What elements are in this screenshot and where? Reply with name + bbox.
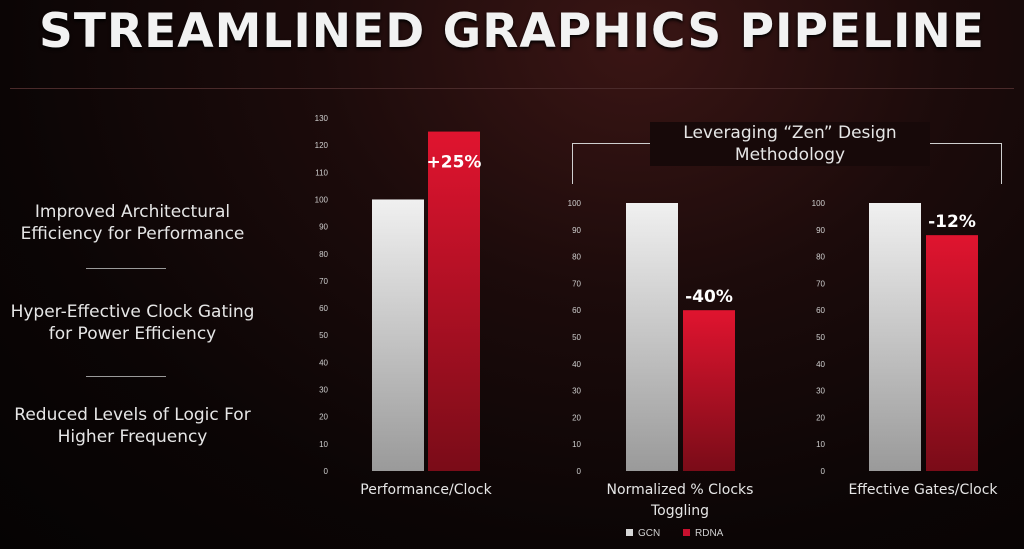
legend-swatch-rdna — [683, 529, 690, 536]
feature-divider — [86, 268, 166, 269]
feature-reduced-logic: Reduced Levels of Logic For Higher Frequ… — [14, 405, 251, 447]
y-tick-label: 40 — [572, 360, 581, 369]
y-tick-label: 50 — [816, 333, 825, 342]
y-tick-label: 10 — [572, 440, 581, 449]
data-label: -12% — [928, 212, 976, 232]
legend-gcn: GCN — [626, 528, 660, 539]
y-tick-label: 100 — [812, 199, 826, 208]
bar-rdna — [428, 131, 480, 472]
y-tick-label: 90 — [816, 226, 825, 235]
y-tick-label: 40 — [816, 360, 825, 369]
y-tick-label: 70 — [816, 279, 825, 288]
y-tick-label: 10 — [816, 440, 825, 449]
y-tick-label: 40 — [319, 358, 328, 367]
feature-architectural-efficiency: Improved Architectural Efficiency for Pe… — [20, 202, 245, 244]
y-tick-label: 130 — [315, 114, 329, 123]
y-tick-label: 90 — [319, 223, 328, 232]
data-label: -40% — [685, 287, 733, 307]
y-tick-label: 20 — [816, 413, 825, 422]
y-tick-label: 30 — [319, 386, 328, 395]
y-tick-label: 80 — [319, 250, 328, 259]
title-divider — [10, 88, 1014, 89]
bar-rdna — [683, 310, 735, 471]
y-tick-label: 20 — [319, 413, 328, 422]
bar-gcn — [372, 199, 424, 471]
y-tick-label: 80 — [816, 253, 825, 262]
legend-swatch-gcn — [626, 529, 633, 536]
y-tick-label: 60 — [572, 306, 581, 315]
legend-rdna: RDNA — [683, 528, 723, 539]
legend-label-gcn: GCN — [638, 528, 661, 539]
y-tick-label: 80 — [572, 253, 581, 262]
y-tick-label: 20 — [572, 413, 581, 422]
x-axis-label: Toggling — [650, 503, 709, 519]
x-axis-label: Normalized % Clocks — [607, 482, 754, 498]
y-tick-label: 30 — [816, 387, 825, 396]
bar-gcn — [869, 203, 921, 471]
feature-divider — [86, 376, 166, 377]
y-tick-label: 50 — [319, 331, 328, 340]
data-label: +25% — [427, 153, 482, 173]
bar-gcn — [626, 203, 678, 471]
y-tick-label: 60 — [816, 306, 825, 315]
x-axis-label: Effective Gates/Clock — [848, 482, 998, 498]
y-tick-label: 70 — [319, 277, 328, 286]
zen-methodology-label: Leveraging “Zen” Design Methodology — [650, 122, 930, 166]
y-tick-label: 60 — [319, 304, 328, 313]
y-tick-label: 0 — [577, 467, 582, 476]
y-tick-label: 100 — [315, 195, 329, 204]
y-tick-label: 100 — [568, 199, 582, 208]
y-tick-label: 70 — [572, 279, 581, 288]
y-tick-label: 110 — [315, 168, 328, 177]
feature-clock-gating: Hyper-Effective Clock Gating for Power E… — [10, 302, 255, 344]
legend-label-rdna: RDNA — [695, 528, 724, 539]
bar-rdna — [926, 235, 978, 471]
y-tick-label: 90 — [572, 226, 581, 235]
y-tick-label: 0 — [324, 467, 329, 476]
y-tick-label: 10 — [319, 440, 328, 449]
x-axis-label: Performance/Clock — [360, 482, 492, 498]
y-tick-label: 120 — [315, 141, 329, 150]
slide-title: STREAMLINED GRAPHICS PIPELINE — [39, 4, 985, 59]
y-tick-label: 0 — [821, 467, 826, 476]
y-tick-label: 30 — [572, 387, 581, 396]
y-tick-label: 50 — [572, 333, 581, 342]
